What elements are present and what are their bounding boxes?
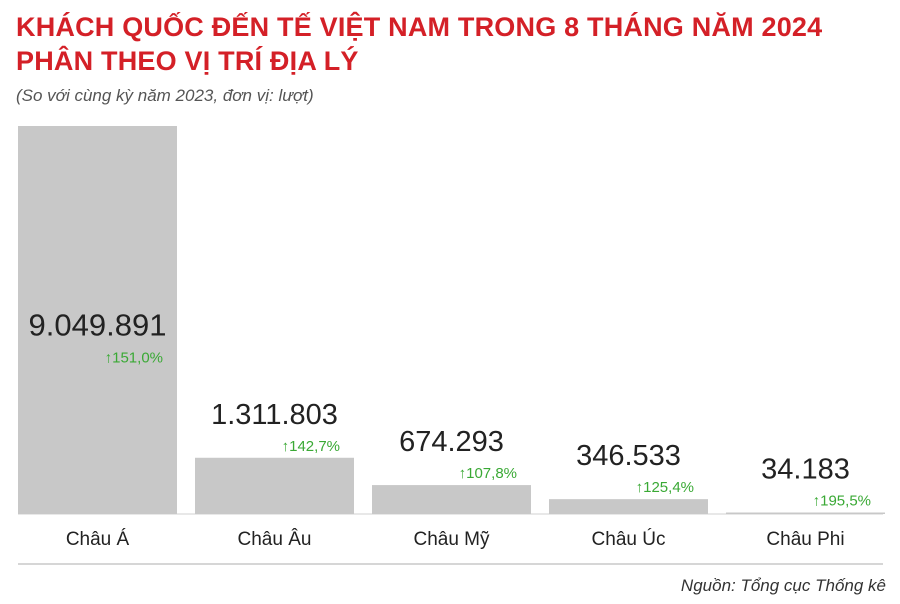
- data-label-growth: ↑195,5%: [813, 493, 871, 510]
- data-label-growth: ↑142,7%: [282, 438, 340, 455]
- bar-1: [195, 457, 354, 514]
- bar-3: [549, 499, 708, 514]
- source-note: Nguồn: Tổng cục Thống kê: [680, 576, 886, 595]
- chart-title-line-2: PHÂN THEO VỊ TRÍ ĐỊA LÝ: [16, 46, 359, 76]
- chart-subtitle: (So với cùng kỳ năm 2023, đơn vị: lượt): [16, 86, 314, 105]
- x-tick-label: Châu Úc: [592, 528, 666, 550]
- x-tick-label: Châu Á: [66, 529, 130, 550]
- x-tick-label: Châu Phi: [766, 529, 844, 550]
- data-label-growth: ↑151,0%: [105, 350, 163, 367]
- bar-0: [18, 126, 177, 514]
- data-label-growth: ↑125,4%: [636, 479, 694, 496]
- data-label-value: 346.533: [576, 440, 681, 472]
- data-label-value: 9.049.891: [29, 308, 167, 343]
- chart-title-line-1: KHÁCH QUỐC ĐẾN TẾ VIỆT NAM TRONG 8 THÁNG…: [16, 12, 823, 42]
- chart-title: KHÁCH QUỐC ĐẾN TẾ VIỆT NAM TRONG 8 THÁNG…: [16, 10, 822, 78]
- data-label-value: 674.293: [399, 426, 504, 458]
- x-tick-label: Châu Âu: [238, 528, 312, 550]
- bar-4: [726, 512, 885, 514]
- data-label-value: 34.183: [761, 454, 850, 486]
- data-label-growth: ↑107,8%: [459, 465, 517, 482]
- bar-2: [372, 485, 531, 514]
- data-label-value: 1.311.803: [211, 399, 338, 431]
- x-tick-label: Châu Mỹ: [413, 529, 490, 550]
